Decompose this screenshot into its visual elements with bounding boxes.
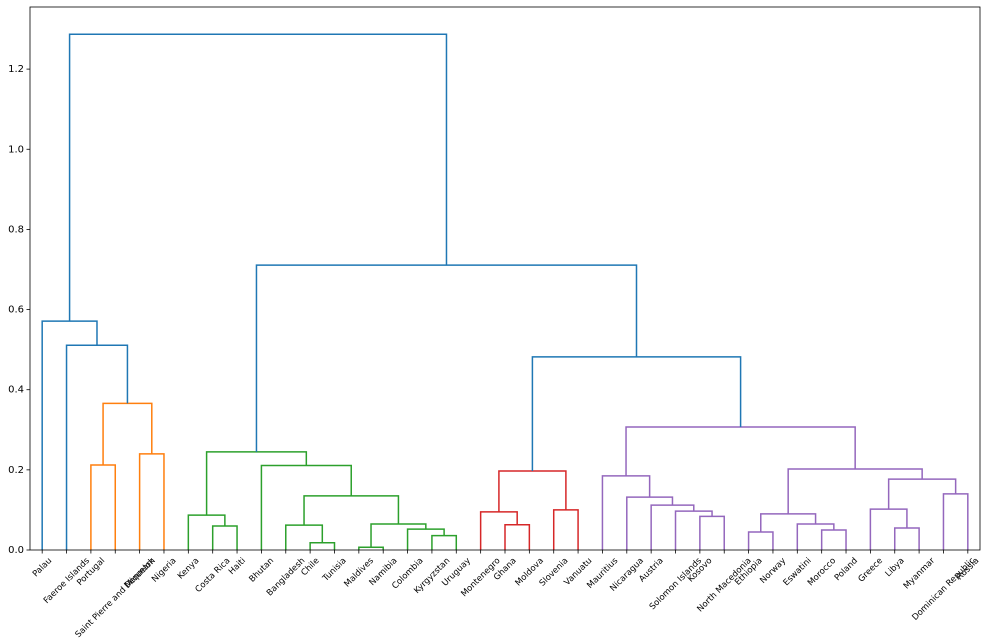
link [358, 546, 384, 550]
link [747, 531, 774, 550]
link [41, 320, 98, 550]
link [102, 402, 153, 466]
y-tick-label: 0.4 [8, 385, 24, 396]
link [406, 528, 445, 550]
link [760, 513, 817, 532]
y-tick-label: 0.0 [8, 545, 24, 556]
link [90, 464, 117, 550]
link [479, 511, 518, 550]
link [68, 33, 448, 322]
y-tick-label: 1.0 [8, 144, 24, 155]
link [942, 493, 969, 550]
plot-frame [29, 6, 981, 551]
link [138, 453, 165, 550]
link [211, 525, 238, 550]
y-tick-label: 0.8 [8, 224, 24, 235]
link [65, 344, 129, 550]
link [869, 508, 908, 550]
y-tick-label: 0.6 [8, 305, 24, 316]
link [309, 542, 336, 550]
link [498, 470, 567, 512]
link [626, 496, 674, 550]
link [187, 514, 226, 550]
link [787, 468, 923, 514]
y-tick-label: 1.2 [8, 64, 24, 75]
y-tick-label: 0.2 [8, 465, 24, 476]
